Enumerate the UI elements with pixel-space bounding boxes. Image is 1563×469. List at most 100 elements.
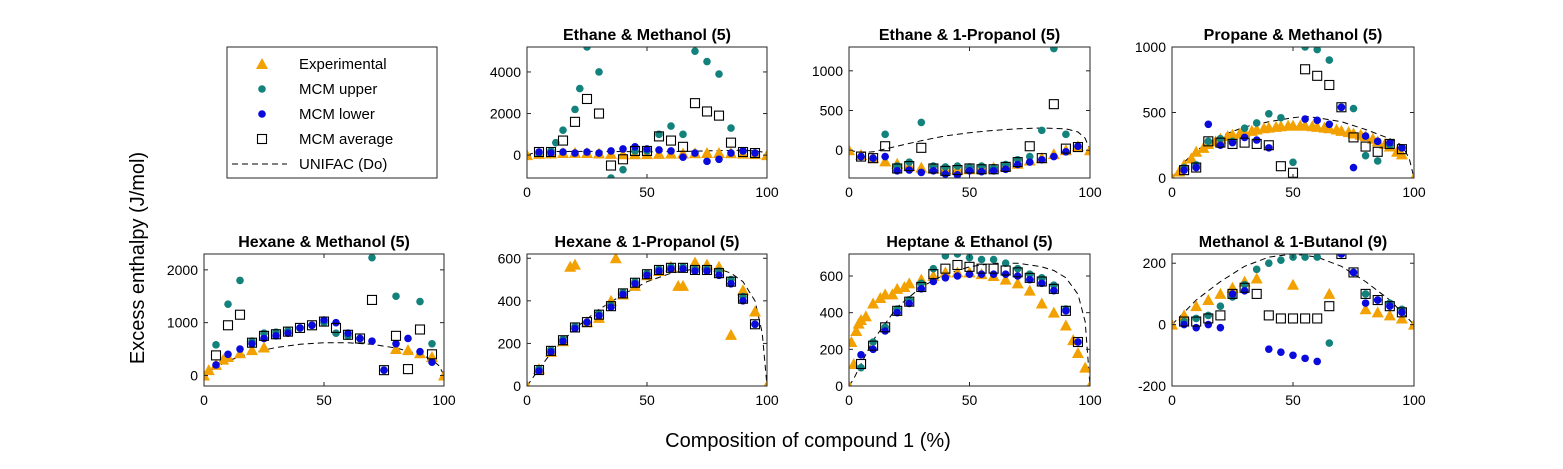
- y-tick-label: 0: [190, 367, 198, 383]
- subplot-panel: 0 50 100 0 200 400 600 Hexane & 1-Propanol (5): [498, 234, 779, 408]
- mcm-average-point: [1300, 313, 1311, 324]
- mcm-lower-point: [751, 149, 759, 157]
- mcm-average-point: [1048, 283, 1059, 294]
- mcm-average-point: [593, 108, 605, 119]
- mcm-average-point: [593, 309, 605, 320]
- mcm-average-point: [1000, 161, 1011, 172]
- mcm-lower-point: [1398, 308, 1406, 317]
- mcm-lower-point: [571, 149, 579, 157]
- mcm-average-point: [1191, 316, 1202, 327]
- mcm-upper-point: [929, 264, 938, 273]
- y-tick-label: 200: [498, 335, 522, 351]
- y-axis-label: Excess enthalpy (J/mol): [127, 152, 149, 364]
- experimental-point: [1011, 277, 1024, 289]
- mcm-lower-point: [1074, 338, 1082, 346]
- mcm-average-point: [1179, 165, 1190, 176]
- y-tick-label: 400: [820, 305, 844, 321]
- mcm-lower-point: [1386, 138, 1394, 147]
- experimental-point: [1185, 152, 1198, 164]
- subplot-title: Hexane & 1-Propanol (5): [555, 234, 740, 251]
- mcm-upper-point: [428, 339, 436, 348]
- x-tick-label: 50: [1285, 392, 1301, 408]
- mcm-lower-point: [1373, 137, 1382, 146]
- experimental-point: [609, 254, 622, 264]
- mcm-upper-point: [571, 105, 579, 114]
- experimental-point: [1178, 309, 1191, 321]
- experimental-point: [915, 161, 928, 173]
- experimental-point: [1311, 120, 1324, 132]
- experimental-point: [749, 305, 761, 317]
- mcm-average-point: [1348, 267, 1359, 278]
- subplot-title: Hexane & Methanol (5): [238, 234, 410, 251]
- experimental-point: [1299, 119, 1312, 131]
- experimental-point: [204, 364, 215, 376]
- y-tick-label: 4000: [490, 64, 521, 80]
- experimental-point: [1410, 172, 1414, 178]
- mcm-lower-point: [1216, 141, 1225, 150]
- mcm-upper-point: [691, 47, 699, 55]
- mcm-upper-point: [1001, 259, 1010, 267]
- mcm-average-point: [952, 259, 963, 271]
- y-tick-label: 1000: [812, 63, 843, 79]
- experimental-point: [402, 344, 414, 356]
- experimental-point: [1395, 312, 1408, 324]
- mcm-average-point: [557, 135, 569, 146]
- mcm-upper-point: [917, 118, 926, 127]
- mcm-upper-point: [1373, 157, 1382, 165]
- mcm-average-point: [665, 135, 677, 146]
- legend-circle-icon: [258, 85, 266, 93]
- mcm-lower-point: [905, 299, 914, 308]
- mcm-average-point: [677, 141, 689, 152]
- mcm-average-point: [855, 358, 867, 370]
- mcm-upper-point: [1301, 254, 1309, 261]
- mcm-average-point: [976, 164, 987, 175]
- mcm-average-point: [868, 153, 879, 164]
- mcm-average-point: [605, 301, 617, 312]
- mcm-lower-point: [284, 329, 292, 338]
- mcm-upper-point: [1038, 126, 1046, 135]
- y-tick-label: 2000: [167, 262, 198, 278]
- mcm-average-point: [1048, 99, 1059, 110]
- subplot-title: Methanol & 1-Butanol (9): [1199, 234, 1387, 251]
- y-tick-label: 1000: [1135, 39, 1166, 55]
- mcm-upper-point: [1301, 47, 1309, 51]
- y-tick-label: 2000: [490, 106, 521, 122]
- mcm-lower-point: [1386, 302, 1394, 310]
- mcm-upper-point: [941, 254, 950, 260]
- legend-circle-icon: [258, 110, 266, 118]
- y-tick-label: 600: [820, 268, 844, 284]
- x-tick-label: 50: [962, 184, 978, 200]
- mcm-upper-point: [1025, 152, 1034, 161]
- y-tick-label: -200: [1138, 378, 1166, 394]
- mcm-average-point: [306, 320, 318, 331]
- experimental-point: [1190, 145, 1203, 157]
- mcm-average-point: [928, 269, 939, 280]
- mcm-average-point: [426, 349, 438, 360]
- experimental-point: [850, 325, 863, 336]
- mcm-average-point: [952, 165, 963, 176]
- experimental-point: [737, 284, 749, 296]
- mcm-lower-point: [893, 308, 901, 317]
- mcm-lower-point: [965, 270, 974, 278]
- mcm-lower-point: [1373, 296, 1382, 304]
- mcm-lower-point: [691, 149, 699, 157]
- mcm-upper-point: [1349, 104, 1358, 113]
- mcm-upper-point: [1313, 254, 1321, 261]
- mcm-lower-point: [941, 170, 950, 178]
- mcm-average-point: [1384, 301, 1395, 312]
- mcm-average-point: [713, 268, 725, 279]
- experimental-point: [1023, 284, 1036, 296]
- mcm-average-point: [1227, 138, 1238, 149]
- mcm-average-point: [641, 269, 653, 280]
- mcm-average-point: [1060, 305, 1071, 316]
- mcm-lower-point: [260, 334, 268, 343]
- mcm-upper-point: [1252, 265, 1261, 274]
- unifac-curve: [849, 127, 1090, 154]
- experimental-point: [1323, 287, 1336, 299]
- mcm-upper-point: [583, 47, 591, 51]
- mcm-average-point: [629, 277, 641, 288]
- x-tick-label: 50: [316, 392, 332, 408]
- mcm-average-point: [1239, 282, 1250, 293]
- mcm-lower-point: [643, 271, 651, 280]
